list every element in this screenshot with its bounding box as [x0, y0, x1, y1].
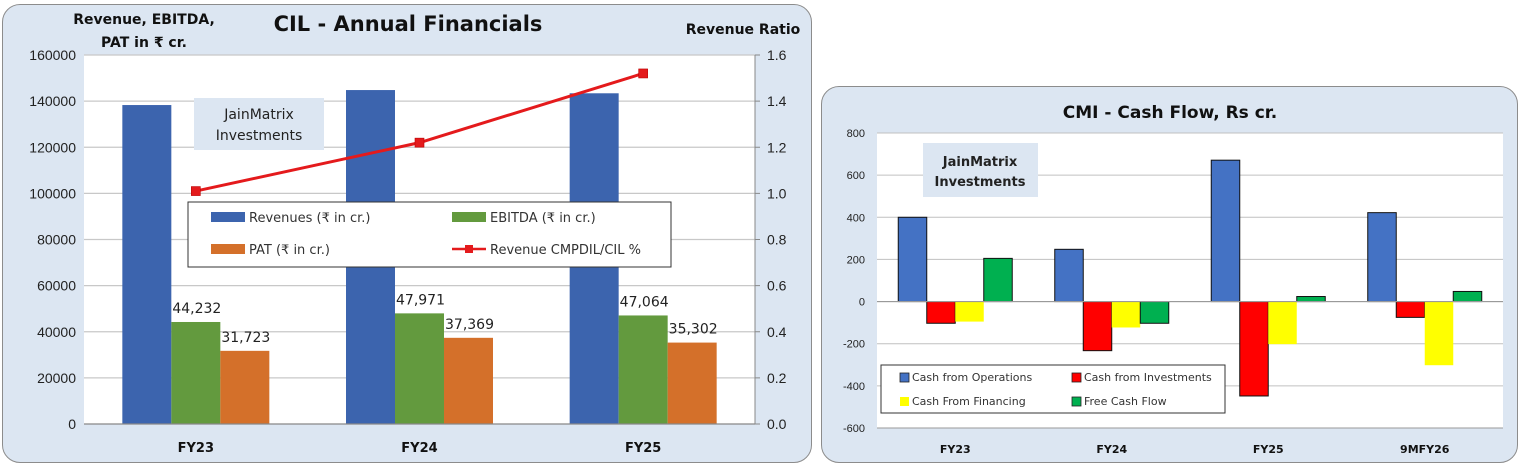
y-tick-label: 600: [847, 170, 865, 182]
x-tick-label: FY23: [178, 441, 214, 456]
y-tick-label: 80000: [37, 232, 76, 248]
x-tick-label: FY24: [401, 441, 437, 456]
y2-tick-label: 1.6: [767, 47, 787, 63]
y-tick-label: 140000: [29, 93, 76, 109]
y2-tick-label: 0.8: [767, 232, 787, 248]
watermark-line-1: JainMatrix: [223, 107, 294, 123]
data-label: 44,232: [172, 301, 221, 317]
y2-tick-label: 0.6: [767, 278, 787, 294]
y-tick-label: 0: [68, 416, 76, 432]
watermark-line-2: Investments: [935, 175, 1026, 190]
data-label: 31,723: [221, 330, 270, 346]
y-tick-label: 0: [859, 297, 865, 309]
bar-fy24-series-0: [1054, 248, 1084, 303]
y2-tick-label: 0.4: [767, 324, 787, 340]
y-tick-label: 20000: [37, 370, 76, 386]
y-tick-label: 100000: [29, 185, 76, 201]
y-tick-label: 120000: [29, 139, 76, 155]
y2-tick-label: 0.0: [767, 416, 787, 432]
legend-label-pat: PAT (₹ in cr.): [249, 243, 330, 258]
y-tick-label: 40000: [37, 324, 76, 340]
x-tick-label: FY25: [1253, 443, 1284, 456]
y2-tick-label: 1.2: [767, 139, 787, 155]
watermark-line-2: Investments: [216, 128, 303, 144]
bar-fy23-series-1: [171, 321, 221, 424]
bar-fy24-series-2: [444, 337, 493, 424]
legend-label-ebitda: EBITDA (₹ in cr.): [490, 211, 596, 226]
data-label: 47,971: [396, 292, 445, 308]
legend-swatch-operations: [899, 372, 910, 383]
bar-9mfy26-series-0: [1367, 212, 1397, 303]
y-axis-title-line-1: Revenue, EBITDA,: [73, 12, 215, 28]
legend: Revenues (₹ in cr.) EBITDA (₹ in cr.) PA…: [187, 201, 672, 268]
watermark-line-1: JainMatrix: [942, 155, 1018, 170]
x-tick-label: FY25: [625, 441, 661, 456]
legend-swatch-fcf: [1071, 396, 1082, 407]
x-tick-label: FY23: [940, 443, 971, 456]
bar-fy24-series-2: [1111, 301, 1141, 328]
bar-fy23-series-0: [897, 216, 928, 303]
y2-tick-label: 1.4: [767, 93, 787, 109]
y-tick-label: 800: [847, 128, 865, 140]
ratio-marker-fy23: [191, 186, 201, 196]
bar-fy25-series-1: [1239, 301, 1269, 397]
y2-tick-label: 1.0: [767, 185, 787, 201]
bar-fy24-series-1: [395, 313, 444, 424]
bar-9mfy26-series-2: [1424, 301, 1454, 366]
ratio-marker-fy24: [414, 137, 425, 148]
bar-fy25-series-3: [1296, 296, 1326, 303]
bar-9mfy26-series-3: [1452, 290, 1483, 303]
y2-axis-title: Revenue Ratio: [686, 22, 801, 38]
x-tick-label: FY24: [1096, 443, 1127, 456]
bar-fy23-series-2: [220, 350, 270, 424]
bar-fy23-series-1: [926, 301, 956, 324]
legend-swatch-financing: [900, 397, 909, 406]
legend-swatch-ebitda: [452, 212, 486, 222]
y-tick-label: -200: [843, 339, 865, 351]
legend-label-financing: Cash From Financing: [912, 395, 1026, 408]
legend-swatch-revenues: [211, 212, 245, 222]
bar-fy25-series-0: [1210, 159, 1241, 303]
x-tick-label: 9MFY26: [1400, 443, 1450, 456]
y2-tick-label: 0.2: [767, 370, 787, 386]
bar-fy25-series-2: [1268, 301, 1297, 345]
bar-fy24-series-1: [1082, 301, 1113, 352]
y-tick-label: 160000: [29, 47, 76, 63]
legend-swatch-pat: [211, 244, 245, 254]
legend: Cash from Operations Cash from Investmen…: [880, 364, 1226, 414]
bar-fy23-series-3: [983, 257, 1013, 303]
watermark: JainMatrix Investments: [923, 143, 1038, 197]
y-tick-label: 200: [847, 254, 865, 266]
bar-fy23-series-2: [955, 301, 984, 322]
ratio-marker-fy25: [638, 68, 648, 79]
legend-swatch-investments: [1071, 372, 1082, 383]
y-tick-label: -400: [843, 381, 865, 393]
bar-fy25-series-1: [618, 315, 668, 424]
data-label: 47,064: [620, 294, 669, 310]
bar-fy23-series-0: [122, 105, 172, 424]
y-tick-label: -600: [843, 423, 865, 435]
y-tick-label: 400: [847, 212, 865, 224]
bar-fy24-series-3: [1139, 301, 1170, 324]
y-axis-title-line-2: PAT in ₹ cr.: [101, 35, 187, 51]
legend-label-fcf: Free Cash Flow: [1084, 395, 1167, 408]
bar-9mfy26-series-1: [1395, 301, 1426, 318]
legend-label-ratio: Revenue CMPDIL/CIL %: [490, 243, 641, 258]
legend-label-revenues: Revenues (₹ in cr.): [249, 211, 370, 226]
legend-label-investments: Cash from Investments: [1084, 371, 1212, 384]
y-tick-label: 60000: [37, 278, 76, 294]
bar-fy25-series-2: [667, 342, 717, 424]
legend-label-operations: Cash from Operations: [912, 371, 1032, 384]
data-label: 35,302: [669, 322, 718, 338]
data-label: 37,369: [445, 317, 494, 333]
watermark: JainMatrix Investments: [194, 98, 324, 150]
legend-marker-ratio: [465, 245, 473, 253]
chart-title: CIL - Annual Financials: [274, 12, 543, 36]
chart-title: CMI - Cash Flow, Rs cr.: [1063, 103, 1277, 123]
